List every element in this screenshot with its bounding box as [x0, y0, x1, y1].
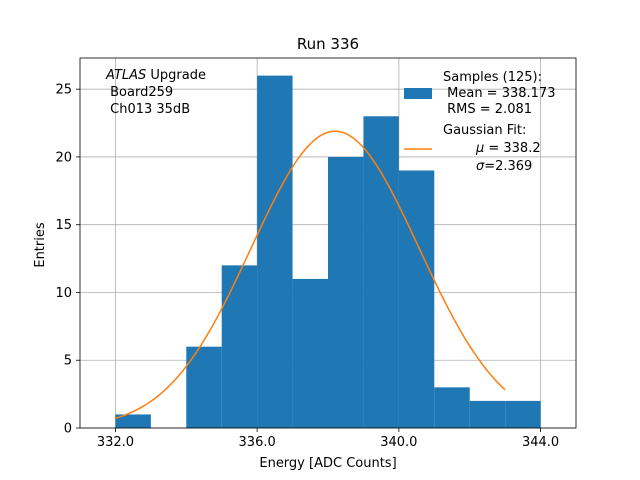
histogram-bar-10 — [469, 400, 506, 428]
y-tick-label-1: 5 — [64, 354, 72, 369]
chart-title: Run 336 — [297, 35, 359, 53]
x-axis-label: Energy [ADC Counts] — [259, 456, 396, 471]
legend-samples-swatch — [404, 88, 432, 99]
legend-fit-sigma-value: =2.369 — [484, 159, 532, 174]
legend-fit-mu-symbol: μ — [475, 141, 484, 156]
histogram-bar-8 — [398, 170, 435, 428]
y-tick-label-2: 10 — [55, 286, 72, 301]
histogram-bar-9 — [434, 387, 470, 428]
y-tick-label-4: 20 — [55, 150, 72, 165]
legend-samples-mean: Mean = 338.173 — [443, 86, 555, 101]
y-tick-label-3: 15 — [55, 218, 72, 233]
x-tick-label-2: 340.0 — [380, 435, 417, 450]
legend-fit-title: Gaussian Fit: — [443, 123, 526, 138]
histogram-bar-0 — [115, 414, 151, 428]
legend-samples-title: Samples (125): — [443, 70, 542, 85]
svg-text:σ=2.369: σ=2.369 — [443, 159, 553, 174]
gaussian-fit — [115, 130, 506, 420]
annotation-atlas: ATLAS — [105, 68, 146, 83]
gaussian-fit-curve — [115, 130, 506, 420]
histogram-bar-7 — [363, 116, 399, 429]
y-axis-label: Entries — [33, 222, 48, 268]
y-tick-label-5: 25 — [55, 83, 72, 98]
histogram-bar-2 — [186, 346, 222, 428]
y-tick-label-0: 0 — [64, 422, 72, 437]
x-tick-label-0: 332.0 — [97, 435, 134, 450]
annotation-board: Board259 — [106, 85, 173, 100]
x-tick-label-3: 344.0 — [522, 435, 559, 450]
x-tick-label-1: 336.0 — [239, 435, 276, 450]
y-axis-ticks: 0 5 10 15 20 25 — [55, 83, 80, 437]
legend: Samples (125): Mean = 338.173 RMS = 2.08… — [404, 70, 561, 174]
legend-fit-sigma-symbol: σ — [476, 159, 485, 174]
histogram-bar-5 — [292, 278, 328, 428]
x-axis-ticks: 332.0 336.0 340.0 344.0 — [97, 428, 559, 450]
histogram-bars — [115, 75, 541, 429]
plot-frame — [79, 57, 577, 429]
histogram-bar-11 — [505, 400, 541, 428]
annotation-upgrade: Upgrade — [146, 68, 206, 83]
svg-text:μ = 338.2: μ = 338.2 — [443, 141, 561, 156]
svg-text:ATLAS Upgrade: ATLAS Upgrade — [105, 68, 206, 83]
histogram-bar-4 — [257, 75, 293, 428]
legend-fit-mu-value: = 338.2 — [484, 141, 540, 156]
histogram-bar-3 — [221, 265, 258, 428]
atlas-annotation: ATLAS Upgrade Board259 Ch013 35dB — [105, 68, 206, 117]
legend-samples-rms: RMS = 2.081 — [443, 102, 532, 117]
annotation-channel: Ch013 35dB — [106, 102, 190, 117]
histogram-bar-6 — [328, 156, 364, 428]
